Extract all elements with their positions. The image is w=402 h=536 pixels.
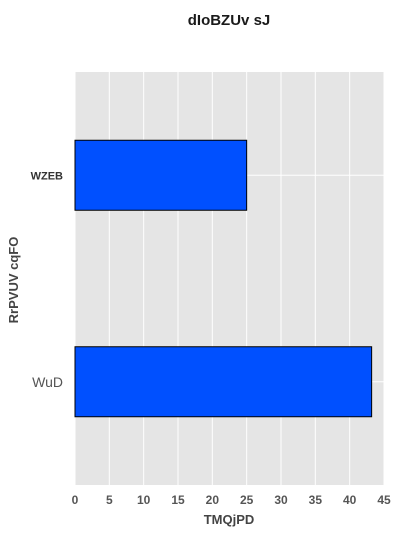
y-tick-label: WZEB	[31, 170, 63, 182]
plot-area	[75, 72, 384, 485]
x-tick-label: 30	[274, 493, 288, 507]
y-axis-ticks: WZEB WuD	[31, 170, 63, 390]
x-tick-label: 35	[309, 493, 323, 507]
bar-wud	[74, 346, 373, 418]
x-tick-label: 25	[240, 493, 254, 507]
x-axis-ticks: 0 5 10 15 20 25 30 35 40 45	[72, 493, 391, 507]
x-tick-label: 45	[377, 493, 391, 507]
x-tick-label: 5	[106, 493, 113, 507]
y-axis-label: RrPVUV cqFO	[6, 237, 21, 324]
x-tick-label: 20	[206, 493, 220, 507]
bar-wzeb	[74, 139, 248, 211]
x-tick-label: 0	[72, 493, 79, 507]
y-tick-label: WuD	[32, 374, 63, 390]
x-tick-label: 15	[171, 493, 185, 507]
x-axis-label: TMQjPD	[204, 512, 255, 527]
chart-title: dIoBZUv sJ	[188, 12, 271, 29]
x-tick-label: 10	[137, 493, 151, 507]
x-tick-label: 40	[343, 493, 357, 507]
bars	[74, 139, 373, 418]
